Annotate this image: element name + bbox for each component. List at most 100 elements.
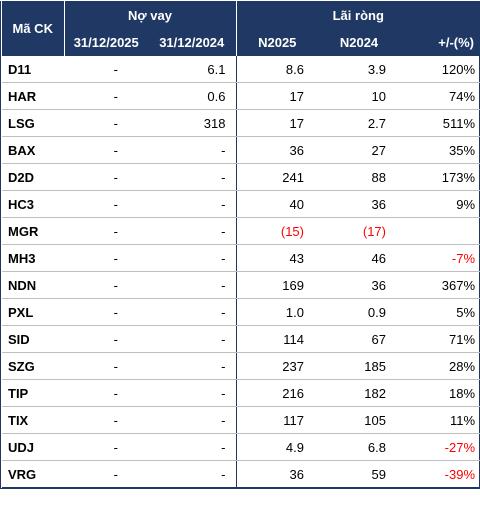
debt-2025-cell: - <box>64 82 148 110</box>
profit-2024-header: N2024 <box>318 29 400 56</box>
stock-symbol: NDN <box>2 271 64 299</box>
change-cell: 35% <box>400 136 480 164</box>
profit-2025-cell: 36 <box>236 460 318 488</box>
change-cell <box>400 217 480 245</box>
debt-2025-cell: - <box>64 460 148 488</box>
debt-2024-cell: - <box>148 460 237 488</box>
profit-2024-cell: 6.8 <box>318 433 400 461</box>
profit-2024-cell: 59 <box>318 460 400 488</box>
stock-symbol: VRG <box>2 460 64 488</box>
debt-2024-cell: - <box>148 217 237 245</box>
stock-symbol: MH3 <box>2 244 64 272</box>
debt-2025-cell: - <box>64 163 148 191</box>
debt-2024-cell: - <box>148 325 237 353</box>
debt-2025-cell: - <box>64 217 148 245</box>
profit-group-header: Lãi ròng <box>236 1 480 29</box>
stock-symbol: BAX <box>2 136 64 164</box>
profit-2024-cell: 88 <box>318 163 400 191</box>
debt-2025-header: 31/12/2025 <box>64 29 148 56</box>
table-body: D11-6.1 8.6 3.9 120% HAR -0.6 17 10 74% LSG -318 17… <box>2 56 480 488</box>
change-cell: 367% <box>400 271 480 299</box>
stock-symbol: LSG <box>2 109 64 137</box>
profit-2024-cell: 27 <box>318 136 400 164</box>
debt-2025-cell: - <box>64 244 148 272</box>
change-cell: 511% <box>400 109 480 137</box>
table-row: HAR -0.6 17 10 74% <box>2 82 480 110</box>
debt-2025-cell: - <box>64 56 148 83</box>
profit-2024-cell: 185 <box>318 352 400 380</box>
change-cell: -39% <box>400 460 480 488</box>
stock-symbol: TIX <box>2 406 64 434</box>
profit-2024-cell: (17) <box>318 217 400 245</box>
change-cell: -27% <box>400 433 480 461</box>
debt-2024-cell: - <box>148 406 237 434</box>
profit-2025-cell: 43 <box>236 244 318 272</box>
table-row: PXL - -1.0 0.9 5% <box>2 298 480 326</box>
debt-2025-cell: - <box>64 271 148 299</box>
table-row: D11-6.1 8.6 3.9 120% <box>2 56 480 83</box>
profit-2025-cell: 114 <box>236 325 318 353</box>
stock-symbol: MGR <box>2 217 64 245</box>
profit-2025-cell: 8.6 <box>236 56 318 83</box>
change-cell: 5% <box>400 298 480 326</box>
stock-symbol: D2D <box>2 163 64 191</box>
stock-symbol: SZG <box>2 352 64 380</box>
profit-2025-cell: 216 <box>236 379 318 407</box>
change-header: +/-(%) <box>400 29 480 56</box>
table-row: LSG -318 17 2.7 511% <box>2 109 480 137</box>
profit-2024-cell: 46 <box>318 244 400 272</box>
stock-symbol: UDJ <box>2 433 64 461</box>
table-row: VRG - -36 59 -39% <box>2 460 480 488</box>
stock-column-header: Mã CK <box>2 1 65 56</box>
stock-symbol: PXL <box>2 298 64 326</box>
change-cell: 11% <box>400 406 480 434</box>
profit-2024-cell: 2.7 <box>318 109 400 137</box>
debt-2025-cell: - <box>64 325 148 353</box>
table-row: MGR - - (15) (17) <box>2 217 480 245</box>
stock-symbol: HAR <box>2 82 64 110</box>
debt-2024-cell: - <box>148 163 237 191</box>
table-row: TIP - -216 182 18% <box>2 379 480 407</box>
profit-2025-cell: 4.9 <box>236 433 318 461</box>
change-cell: -7% <box>400 244 480 272</box>
change-cell: 71% <box>400 325 480 353</box>
profit-2025-header: N2025 <box>236 29 318 56</box>
profit-2025-cell: 1.0 <box>236 298 318 326</box>
debt-2025-cell: - <box>64 352 148 380</box>
profit-2025-cell: 117 <box>236 406 318 434</box>
table-row: SZG - -237 185 28% <box>2 352 480 380</box>
debt-2024-cell: - <box>148 352 237 380</box>
profit-2025-cell: 169 <box>236 271 318 299</box>
debt-2024-cell: 6.1 <box>148 56 237 83</box>
stock-symbol: D11 <box>2 56 64 83</box>
debt-2025-cell: - <box>64 109 148 137</box>
debt-2024-cell: - <box>148 190 237 218</box>
debt-2025-cell: - <box>64 379 148 407</box>
debt-2024-cell: - <box>148 271 237 299</box>
profit-2024-cell: 0.9 <box>318 298 400 326</box>
change-cell: 74% <box>400 82 480 110</box>
change-cell: 120% <box>400 56 480 83</box>
profit-2025-cell: 17 <box>236 109 318 137</box>
table-row: MH3- -43 46 -7% <box>2 244 480 272</box>
profit-2025-cell: (15) <box>236 217 318 245</box>
profit-2024-cell: 3.9 <box>318 56 400 83</box>
debt-2025-cell: - <box>64 433 148 461</box>
data-table-wrapper: Mã CK Nợ vay Lãi ròng 31/12/2025 31/12/2… <box>0 1 480 489</box>
debt-2024-cell: - <box>148 379 237 407</box>
change-cell: 28% <box>400 352 480 380</box>
profit-2024-cell: 36 <box>318 271 400 299</box>
stock-table: Mã CK Nợ vay Lãi ròng 31/12/2025 31/12/2… <box>2 1 480 488</box>
profit-2024-cell: 182 <box>318 379 400 407</box>
profit-2024-cell: 67 <box>318 325 400 353</box>
debt-2024-cell: 318 <box>148 109 237 137</box>
profit-2024-cell: 10 <box>318 82 400 110</box>
table-row: HC3- -40 36 9% <box>2 190 480 218</box>
profit-2024-cell: 105 <box>318 406 400 434</box>
table-row: SID - -114 67 71% <box>2 325 480 353</box>
debt-2024-cell: 0.6 <box>148 82 237 110</box>
debt-2025-cell: - <box>64 190 148 218</box>
table-row: TIX - -117 105 11% <box>2 406 480 434</box>
change-cell: 173% <box>400 163 480 191</box>
stock-symbol: HC3 <box>2 190 64 218</box>
